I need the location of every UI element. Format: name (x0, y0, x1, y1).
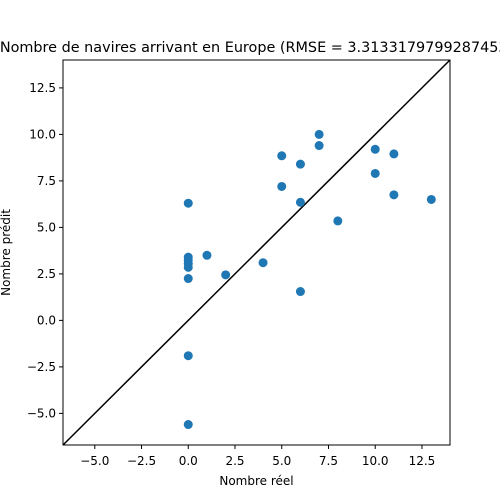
data-point (295, 287, 305, 297)
points-group (183, 129, 436, 430)
data-point (426, 194, 436, 204)
data-point (183, 274, 193, 284)
plot-frame (62, 59, 451, 446)
data-point (202, 250, 212, 260)
x-tick-label: 7.5 (319, 454, 338, 468)
data-point (389, 190, 399, 200)
data-point (183, 198, 193, 208)
x-tick-label: 2.5 (225, 454, 244, 468)
data-point (370, 168, 380, 178)
data-point (295, 197, 305, 207)
data-point (314, 141, 324, 151)
x-axis-label: Nombre réel (219, 474, 293, 488)
data-point (183, 420, 193, 430)
data-point (183, 262, 193, 272)
y-tick-label: −2.5 (27, 360, 56, 374)
data-point (258, 258, 268, 268)
y-tick-label: 2.5 (37, 267, 56, 281)
x-tick-label: −2.5 (127, 454, 156, 468)
y-tick-label: 7.5 (37, 174, 56, 188)
x-tick-label: 0.0 (179, 454, 198, 468)
x-tick-label: 10.0 (362, 454, 389, 468)
data-point (389, 149, 399, 159)
data-point (221, 270, 231, 280)
data-point (333, 216, 343, 226)
reference-line-group (63, 60, 450, 445)
data-point (277, 181, 287, 191)
x-tick-label: −5.0 (80, 454, 109, 468)
data-point (370, 144, 380, 154)
y-tick-label: 0.0 (37, 313, 56, 327)
y-tick-label: 12.5 (29, 81, 56, 95)
data-point (295, 159, 305, 169)
x-tick-label: 12.5 (409, 454, 436, 468)
y-axis-label: Nombre prédit (0, 209, 13, 296)
y-tick-label: 5.0 (37, 220, 56, 234)
y-tick-label: −5.0 (27, 406, 56, 420)
data-point (277, 151, 287, 161)
identity-line (63, 60, 450, 445)
chart-title: Nombre de navires arrivant en Europe (RM… (0, 40, 500, 56)
x-axis: −5.0 −2.5 0.0 2.5 5.0 7.5 10.0 12.5 (80, 445, 435, 468)
y-tick-label: 10.0 (29, 127, 56, 141)
y-axis: −5.0 −2.5 0.0 2.5 5.0 7.5 10.0 12.5 (27, 81, 63, 420)
data-point (183, 351, 193, 361)
x-tick-label: 5.0 (272, 454, 291, 468)
data-point (314, 129, 324, 139)
